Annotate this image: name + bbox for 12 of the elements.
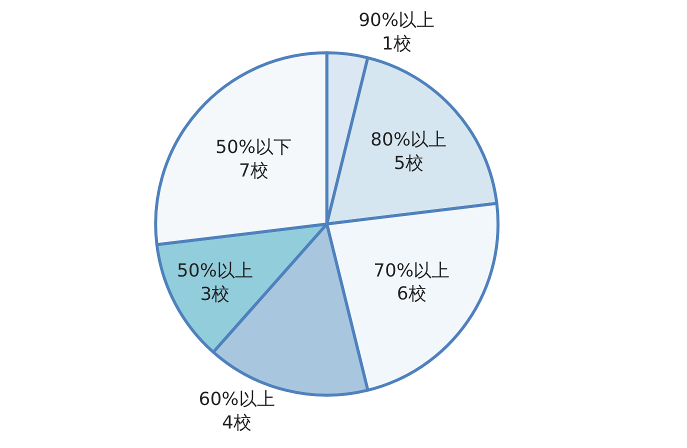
slice-label: 80%以上 (370, 129, 447, 150)
data-label: 6校 (396, 284, 426, 305)
data-label: 5校 (394, 152, 424, 174)
slice-label: 70%以上 (374, 260, 450, 282)
data-label: 1校 (382, 33, 412, 54)
slice-label: 90%以上 (358, 10, 435, 31)
slice-label: 50%以下 (216, 136, 292, 158)
data-label: 4校 (222, 412, 252, 434)
data-label: 3校 (200, 284, 230, 305)
slice-label: 50%以上 (176, 260, 253, 282)
slice-label: 60%以上 (198, 388, 275, 410)
data-label: 7校 (238, 160, 268, 182)
